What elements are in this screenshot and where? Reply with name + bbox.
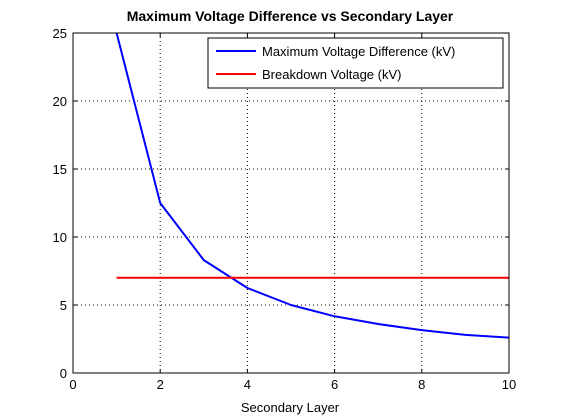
x-axis-label: Secondary Layer (241, 400, 340, 415)
tick-marks (72, 32, 510, 374)
x-tick-label: 6 (331, 377, 338, 392)
x-tick-labels: 0 2 4 6 8 10 (69, 377, 516, 392)
y-tick-label: 10 (53, 230, 67, 245)
plot-area (73, 33, 509, 373)
legend: Maximum Voltage Difference (kV) Breakdown… (207, 37, 504, 89)
x-tick-label: 0 (69, 377, 76, 392)
legend-box (207, 37, 504, 89)
grid (73, 33, 509, 373)
y-tick-label: 20 (53, 94, 67, 109)
x-tick-label: 4 (244, 377, 251, 392)
chart-title: Maximum Voltage Difference vs Secondary … (127, 8, 454, 24)
y-tick-label: 25 (53, 26, 67, 41)
y-tick-label: 15 (53, 162, 67, 177)
legend-label-1: Breakdown Voltage (kV) (262, 67, 401, 82)
x-tick-label: 10 (502, 377, 516, 392)
x-tick-label: 8 (418, 377, 425, 392)
series-line-0 (115, 33, 509, 339)
y-tick-label: 0 (60, 366, 67, 381)
x-tick-label: 2 (157, 377, 164, 392)
series-layer (115, 33, 509, 339)
y-tick-labels: 0 5 10 15 20 25 (53, 26, 67, 381)
plot-frame (72, 32, 510, 374)
y-tick-label: 5 (60, 298, 67, 313)
legend-label-0: Maximum Voltage Difference (kV) (262, 44, 455, 59)
